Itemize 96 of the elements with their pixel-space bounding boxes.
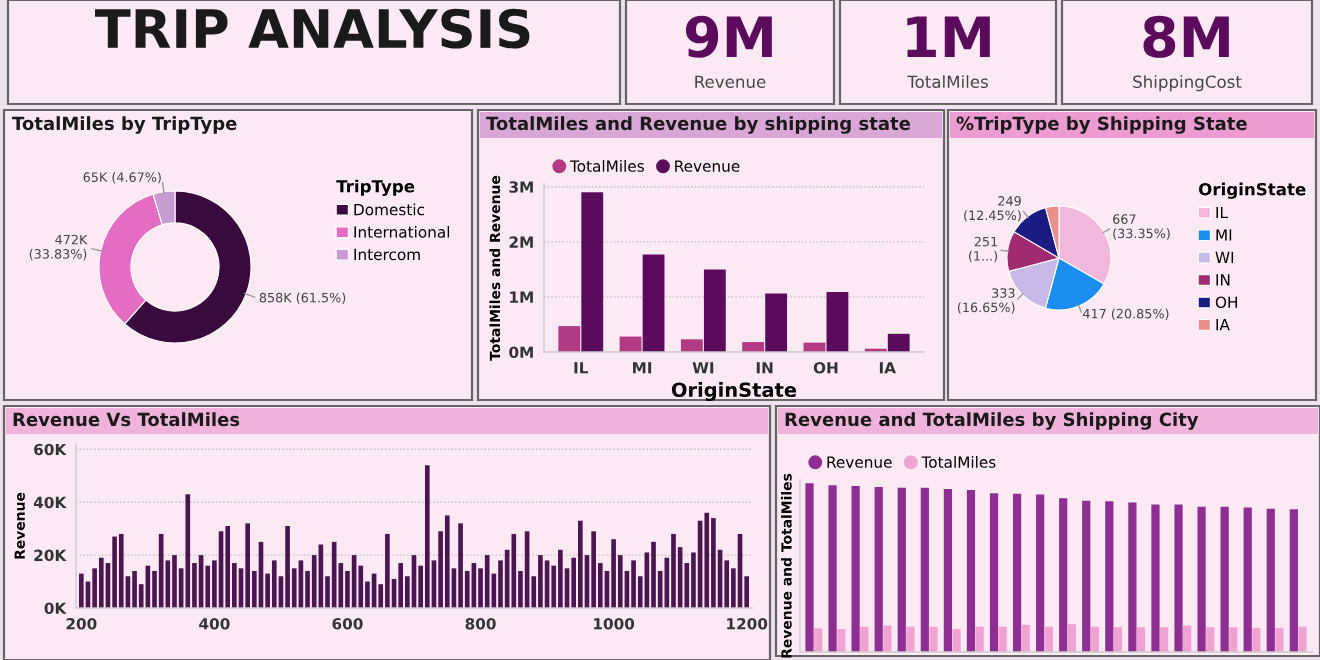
text: 8M xyxy=(1143,15,1229,58)
chart-title: TotalMiles and Revenue by shipping state xyxy=(486,116,911,134)
bar xyxy=(952,629,961,652)
bar xyxy=(631,560,636,608)
bar xyxy=(185,494,191,608)
bar xyxy=(285,526,290,608)
bar xyxy=(1174,504,1183,652)
bar xyxy=(1059,498,1068,652)
bar xyxy=(765,293,788,352)
text: 1M xyxy=(907,16,990,57)
bar xyxy=(538,555,543,608)
bar xyxy=(906,626,915,652)
bar xyxy=(1012,493,1022,652)
bar xyxy=(874,487,883,652)
bar xyxy=(680,339,703,352)
bar xyxy=(1151,504,1160,652)
bar xyxy=(511,533,517,608)
bar xyxy=(1289,509,1298,652)
bar xyxy=(805,483,814,652)
bar xyxy=(703,269,726,352)
bar xyxy=(1090,626,1100,652)
text: TotalMiles xyxy=(907,75,988,89)
bar xyxy=(78,573,84,608)
bar xyxy=(1136,627,1146,652)
bar xyxy=(1252,627,1261,652)
bar xyxy=(1266,508,1275,652)
bar xyxy=(671,533,676,608)
bar xyxy=(887,333,910,352)
bar xyxy=(558,326,581,352)
bar xyxy=(458,523,463,608)
bar xyxy=(826,291,849,352)
bar xyxy=(704,512,710,608)
bar xyxy=(484,555,490,608)
bar xyxy=(398,563,404,608)
bar xyxy=(814,628,823,652)
bar xyxy=(581,192,604,352)
bar xyxy=(975,626,984,652)
legend-title: TripType xyxy=(336,179,415,196)
chart-title: Revenue Vs TotalMiles xyxy=(13,412,240,427)
bar xyxy=(943,488,952,652)
legend-title: OriginState xyxy=(1199,182,1306,199)
bar xyxy=(1206,627,1215,652)
bar xyxy=(1229,627,1238,652)
bar xyxy=(1275,627,1284,652)
bar xyxy=(998,626,1007,652)
bar xyxy=(444,515,450,608)
bar xyxy=(711,518,716,608)
bar xyxy=(851,485,860,652)
chart-title: %TripType by Shipping State xyxy=(956,116,1247,134)
bar xyxy=(424,465,430,608)
bar xyxy=(271,560,277,608)
text: ShippingCost xyxy=(1133,75,1242,92)
bar xyxy=(1105,501,1114,652)
bar xyxy=(920,487,929,652)
bar xyxy=(1044,626,1053,652)
bar xyxy=(860,626,869,652)
bar xyxy=(1113,627,1123,652)
bar xyxy=(225,526,231,608)
text: Revenue xyxy=(695,75,766,89)
bar xyxy=(1021,624,1030,652)
bar xyxy=(929,626,938,652)
bar xyxy=(1036,494,1045,652)
bar xyxy=(989,493,999,652)
bar xyxy=(837,629,846,652)
bar xyxy=(385,533,390,608)
bar xyxy=(828,485,837,652)
bar xyxy=(1067,624,1076,652)
bar xyxy=(172,555,177,608)
bar xyxy=(1082,500,1091,652)
bar xyxy=(1128,502,1137,652)
bar xyxy=(591,531,596,608)
bar xyxy=(897,487,906,652)
text: TRIP ANALYSIS xyxy=(95,8,530,49)
bar xyxy=(1183,625,1192,652)
bar xyxy=(642,254,665,352)
bar xyxy=(245,523,250,608)
bar xyxy=(611,539,616,608)
bar xyxy=(132,570,137,608)
bar xyxy=(651,541,656,608)
bar xyxy=(558,549,563,608)
bar xyxy=(1220,506,1229,652)
text: 9M xyxy=(685,15,772,58)
x-axis-title: OriginState xyxy=(671,382,797,402)
bar xyxy=(112,536,117,608)
bar xyxy=(742,342,765,352)
bar xyxy=(966,490,976,652)
bar xyxy=(1197,506,1206,652)
bar xyxy=(1298,626,1307,652)
bar xyxy=(578,520,583,608)
chart-title: TotalMiles by TripType xyxy=(12,116,237,134)
bar xyxy=(883,625,892,652)
bar xyxy=(1243,507,1252,652)
bar xyxy=(1160,627,1169,652)
bar xyxy=(98,557,104,608)
bar xyxy=(118,533,124,608)
chart-title: Revenue and TotalMiles by Shipping City xyxy=(785,412,1199,430)
